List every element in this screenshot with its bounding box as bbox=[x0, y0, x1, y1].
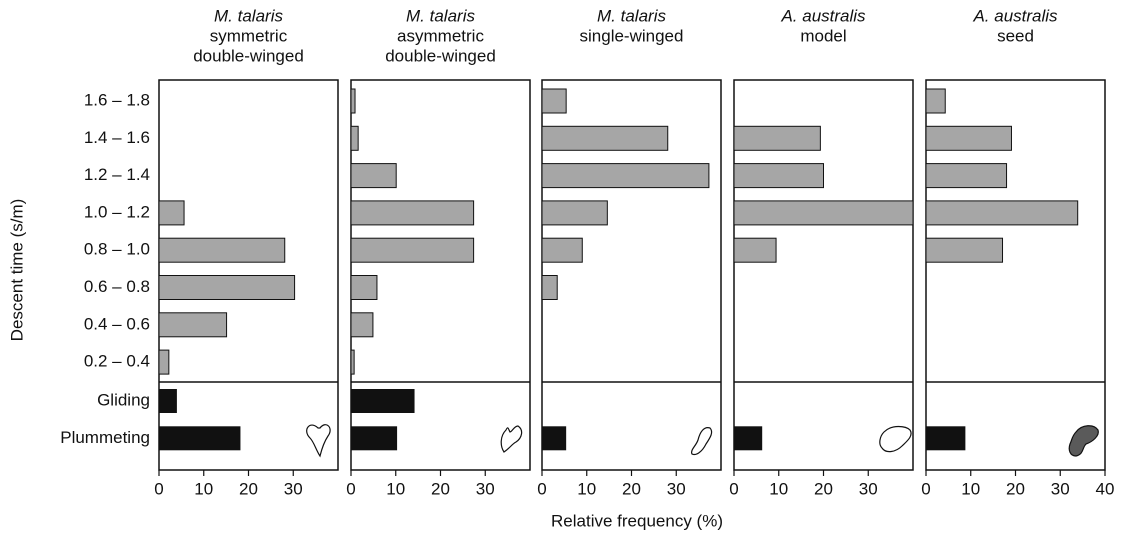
bar bbox=[351, 164, 396, 188]
bar bbox=[159, 238, 285, 262]
x-axis-label: Relative frequency (%) bbox=[551, 511, 723, 530]
y-axis-label: Descent time (s/m) bbox=[7, 199, 26, 342]
x-tick-label: 30 bbox=[1051, 479, 1070, 498]
seed-icon bbox=[880, 427, 911, 452]
bar bbox=[734, 201, 913, 225]
x-tick-label: 30 bbox=[667, 479, 686, 498]
bar bbox=[351, 276, 377, 300]
bar bbox=[926, 201, 1078, 225]
mode-bar bbox=[734, 426, 762, 450]
seed-icon bbox=[692, 428, 712, 455]
y-tick-label: Plummeting bbox=[60, 428, 150, 447]
x-tick-label: 10 bbox=[194, 479, 213, 498]
bar bbox=[159, 350, 169, 374]
panel-title: M. talaris bbox=[597, 6, 666, 25]
panel-title: M. talaris bbox=[406, 6, 475, 25]
x-tick-label: 0 bbox=[154, 479, 163, 498]
x-tick-label: 20 bbox=[431, 479, 450, 498]
y-tick-label: 1.6 – 1.8 bbox=[84, 90, 150, 109]
chart: Descent time (s/m) Relative frequency (%… bbox=[0, 0, 1132, 536]
y-tick-label: 1.4 – 1.6 bbox=[84, 128, 150, 147]
y-tick-label: 0.8 – 1.0 bbox=[84, 240, 150, 259]
mode-bar bbox=[351, 389, 415, 413]
bar bbox=[351, 201, 474, 225]
panel-subtitle: double-winged bbox=[385, 46, 496, 65]
x-tick-label: 30 bbox=[476, 479, 495, 498]
mode-bar bbox=[926, 426, 965, 450]
seed-icon bbox=[501, 426, 521, 452]
y-tick-label: 1.0 – 1.2 bbox=[84, 202, 150, 221]
bar bbox=[351, 350, 354, 374]
x-tick-label: 20 bbox=[239, 479, 258, 498]
x-tick-label: 30 bbox=[284, 479, 303, 498]
panel-title: A. australis bbox=[972, 6, 1058, 25]
x-tick-label: 10 bbox=[386, 479, 405, 498]
x-tick-label: 10 bbox=[577, 479, 596, 498]
seed-icon bbox=[307, 425, 330, 456]
bar bbox=[542, 201, 607, 225]
x-tick-label: 40 bbox=[1096, 479, 1115, 498]
bar bbox=[542, 89, 566, 113]
y-tick-label: Gliding bbox=[97, 390, 150, 409]
bar bbox=[542, 238, 582, 262]
bar bbox=[351, 126, 358, 150]
x-tick-label: 10 bbox=[769, 479, 788, 498]
panel-subtitle: asymmetric bbox=[397, 26, 484, 45]
bar bbox=[926, 89, 945, 113]
y-tick-label: 0.4 – 0.6 bbox=[84, 314, 150, 333]
x-tick-label: 20 bbox=[1006, 479, 1025, 498]
mode-bar bbox=[542, 426, 566, 450]
bar bbox=[542, 276, 557, 300]
mode-bar bbox=[351, 426, 397, 450]
panel-subtitle: model bbox=[800, 26, 846, 45]
bar bbox=[351, 89, 355, 113]
x-tick-label: 20 bbox=[622, 479, 641, 498]
panel-subtitle: single-winged bbox=[580, 26, 684, 45]
x-tick-label: 0 bbox=[346, 479, 355, 498]
x-tick-label: 20 bbox=[814, 479, 833, 498]
x-tick-label: 10 bbox=[961, 479, 980, 498]
x-tick-label: 0 bbox=[537, 479, 546, 498]
bar bbox=[734, 238, 776, 262]
x-tick-label: 30 bbox=[859, 479, 878, 498]
seed-icon bbox=[1069, 426, 1098, 456]
bar bbox=[159, 313, 227, 337]
bar bbox=[542, 126, 668, 150]
y-tick-label: 0.2 – 0.4 bbox=[84, 352, 150, 371]
bar bbox=[159, 276, 295, 300]
bar bbox=[351, 313, 373, 337]
y-tick-label: 0.6 – 0.8 bbox=[84, 277, 150, 296]
bar bbox=[159, 201, 184, 225]
seed-icons bbox=[307, 425, 1099, 456]
bar bbox=[542, 164, 709, 188]
bar bbox=[351, 238, 474, 262]
bar bbox=[734, 164, 824, 188]
panel-title: A. australis bbox=[780, 6, 866, 25]
panel-title: M. talaris bbox=[214, 6, 283, 25]
bar bbox=[734, 126, 820, 150]
mode-bar bbox=[159, 389, 177, 413]
panel-subtitle: symmetric bbox=[210, 26, 288, 45]
x-tick-label: 0 bbox=[729, 479, 738, 498]
x-tick-label: 0 bbox=[921, 479, 930, 498]
panel-subtitle: double-winged bbox=[193, 46, 304, 65]
y-tick-label: 1.2 – 1.4 bbox=[84, 165, 150, 184]
bar bbox=[926, 164, 1007, 188]
bar bbox=[926, 238, 1003, 262]
mode-bar bbox=[159, 426, 240, 450]
panel-subtitle: seed bbox=[997, 26, 1034, 45]
bar bbox=[926, 126, 1011, 150]
